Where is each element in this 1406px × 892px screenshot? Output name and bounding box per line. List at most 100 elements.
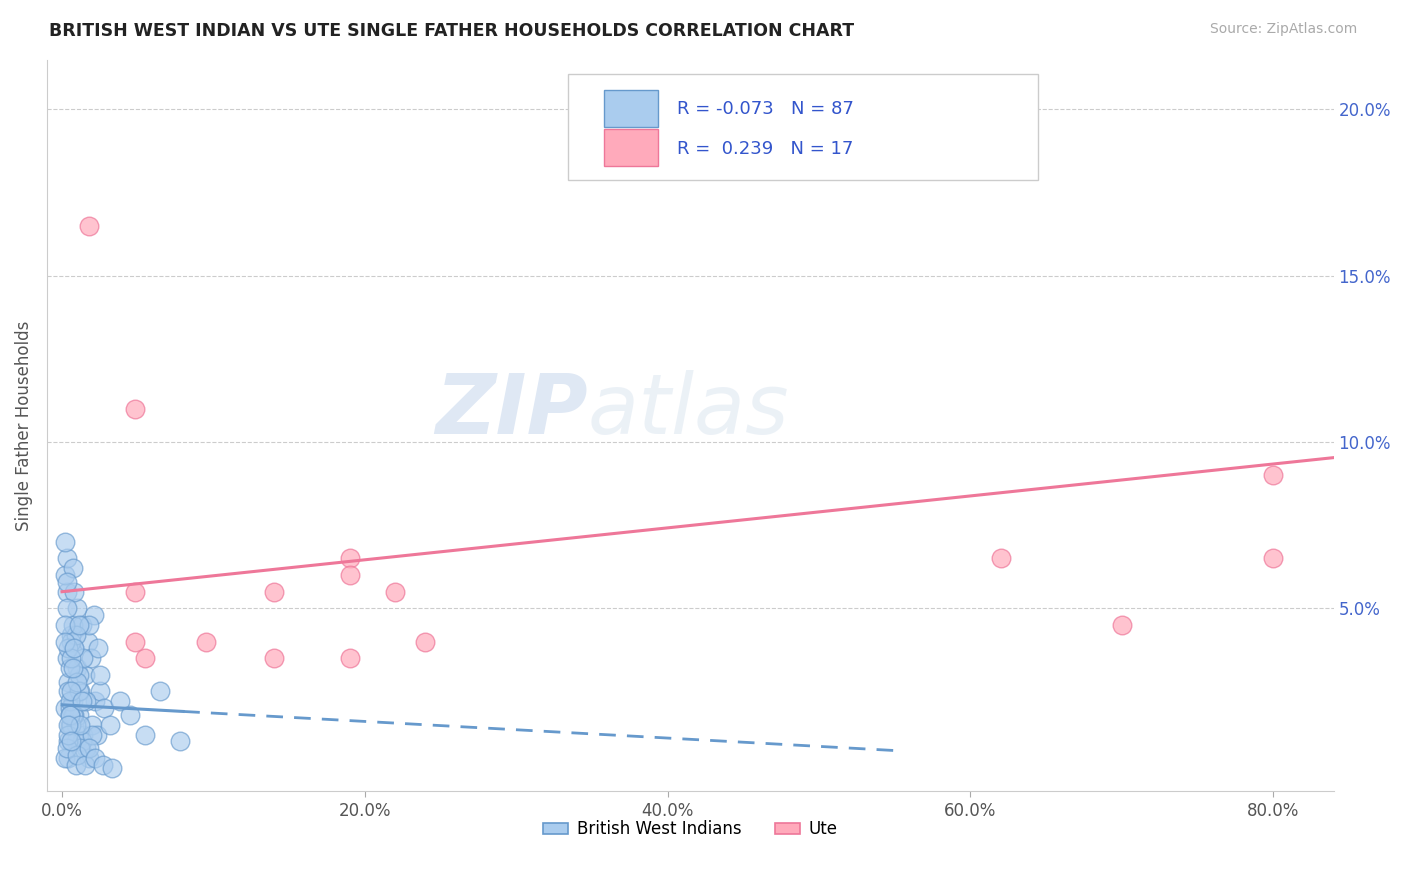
Point xyxy=(124,584,146,599)
Point xyxy=(58,718,80,732)
Point xyxy=(55,651,77,665)
Point xyxy=(100,718,122,732)
Point xyxy=(60,718,83,732)
Point xyxy=(55,574,77,589)
Point xyxy=(66,747,89,762)
Point xyxy=(65,757,87,772)
Point xyxy=(62,694,84,708)
Point xyxy=(75,694,97,708)
Point xyxy=(80,651,103,665)
Point xyxy=(60,684,83,698)
Point xyxy=(53,701,76,715)
Point xyxy=(87,641,110,656)
Point xyxy=(55,741,77,756)
Point xyxy=(60,651,83,665)
Point xyxy=(56,734,79,748)
Point xyxy=(56,684,79,698)
Point xyxy=(70,618,93,632)
Point xyxy=(77,751,100,765)
Point xyxy=(108,694,131,708)
Point xyxy=(339,568,361,582)
Text: R = -0.073   N = 87: R = -0.073 N = 87 xyxy=(678,100,855,118)
Y-axis label: Single Father Households: Single Father Households xyxy=(15,320,32,531)
Point xyxy=(66,661,89,675)
Point xyxy=(990,551,1012,566)
Point xyxy=(69,718,91,732)
Point xyxy=(73,757,96,772)
Point xyxy=(63,584,86,599)
Point xyxy=(91,757,114,772)
Text: atlas: atlas xyxy=(588,370,789,451)
Point xyxy=(55,601,77,615)
Point xyxy=(134,728,156,742)
Bar xyxy=(605,129,658,166)
Point xyxy=(58,661,80,675)
Point xyxy=(1261,468,1284,483)
Point xyxy=(124,634,146,648)
Point xyxy=(65,628,87,642)
Point xyxy=(415,634,437,648)
Point xyxy=(66,674,89,689)
Point xyxy=(55,584,77,599)
FancyBboxPatch shape xyxy=(568,74,1038,180)
Point xyxy=(67,618,90,632)
Point xyxy=(84,694,107,708)
Point xyxy=(83,607,105,622)
Point xyxy=(66,601,89,615)
Point xyxy=(169,734,191,748)
Point xyxy=(1111,618,1133,632)
Point xyxy=(62,561,84,575)
Point xyxy=(134,651,156,665)
Point xyxy=(77,741,100,756)
Point xyxy=(63,641,86,656)
Point xyxy=(263,651,285,665)
Point xyxy=(263,584,285,599)
Point xyxy=(63,707,86,722)
Point xyxy=(194,634,217,648)
Point xyxy=(384,584,406,599)
Point xyxy=(63,641,86,656)
Point xyxy=(53,534,76,549)
Text: R =  0.239   N = 17: R = 0.239 N = 17 xyxy=(678,140,853,158)
Point xyxy=(58,707,80,722)
Point xyxy=(56,751,79,765)
Text: BRITISH WEST INDIAN VS UTE SINGLE FATHER HOUSEHOLDS CORRELATION CHART: BRITISH WEST INDIAN VS UTE SINGLE FATHER… xyxy=(49,22,855,40)
Point xyxy=(62,661,84,675)
Point xyxy=(89,668,111,682)
Point xyxy=(58,701,80,715)
Point xyxy=(86,728,108,742)
Point xyxy=(65,734,87,748)
Point xyxy=(56,641,79,656)
Point xyxy=(53,568,76,582)
Point xyxy=(58,694,80,708)
Point xyxy=(56,728,79,742)
Point xyxy=(1261,551,1284,566)
Point xyxy=(60,628,83,642)
Point xyxy=(60,634,83,648)
Point xyxy=(56,674,79,689)
Point xyxy=(75,741,97,756)
Point xyxy=(56,718,79,732)
Text: Source: ZipAtlas.com: Source: ZipAtlas.com xyxy=(1209,22,1357,37)
Point xyxy=(82,718,104,732)
Bar xyxy=(605,90,658,127)
Point xyxy=(53,618,76,632)
Point xyxy=(89,684,111,698)
Point xyxy=(67,707,90,722)
Point xyxy=(65,718,87,732)
Point xyxy=(339,551,361,566)
Point xyxy=(70,694,93,708)
Legend: British West Indians, Ute: British West Indians, Ute xyxy=(537,814,844,845)
Point xyxy=(77,219,100,233)
Point xyxy=(84,751,107,765)
Point xyxy=(120,707,142,722)
Point xyxy=(62,707,84,722)
Point xyxy=(67,684,90,698)
Point xyxy=(67,668,90,682)
Point xyxy=(72,651,94,665)
Point xyxy=(73,668,96,682)
Point xyxy=(149,684,172,698)
Point xyxy=(60,734,83,748)
Point xyxy=(82,728,104,742)
Point xyxy=(70,734,93,748)
